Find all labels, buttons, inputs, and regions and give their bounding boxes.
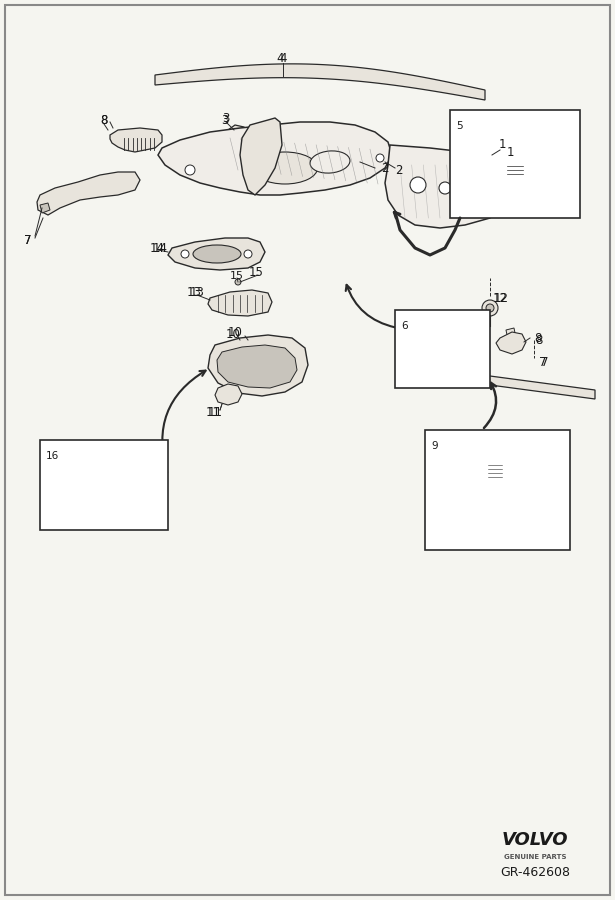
Text: 12: 12 xyxy=(493,292,509,305)
Text: 2: 2 xyxy=(381,161,389,175)
Text: 7: 7 xyxy=(24,233,32,247)
Text: 12: 12 xyxy=(493,292,507,304)
Polygon shape xyxy=(208,290,272,316)
Text: 8: 8 xyxy=(535,334,542,346)
Circle shape xyxy=(87,464,119,496)
Ellipse shape xyxy=(479,448,511,458)
Text: 15: 15 xyxy=(248,266,263,280)
Text: 7: 7 xyxy=(539,356,547,368)
Text: 13: 13 xyxy=(186,286,202,300)
Ellipse shape xyxy=(507,139,523,146)
Polygon shape xyxy=(484,476,506,492)
Polygon shape xyxy=(226,125,248,146)
Text: 8: 8 xyxy=(100,113,108,127)
Polygon shape xyxy=(37,172,140,215)
Polygon shape xyxy=(426,356,438,372)
FancyBboxPatch shape xyxy=(425,430,570,550)
Text: 8: 8 xyxy=(534,331,542,345)
Circle shape xyxy=(376,154,384,162)
Circle shape xyxy=(181,250,189,258)
FancyBboxPatch shape xyxy=(395,310,490,388)
Ellipse shape xyxy=(193,245,241,263)
Text: 1: 1 xyxy=(498,139,506,151)
Text: 14: 14 xyxy=(153,241,167,255)
Text: 5: 5 xyxy=(456,121,462,131)
Text: 10: 10 xyxy=(228,326,242,338)
Polygon shape xyxy=(486,460,504,478)
Text: 10: 10 xyxy=(226,328,240,340)
Ellipse shape xyxy=(269,362,287,374)
Ellipse shape xyxy=(488,450,502,456)
Text: 3: 3 xyxy=(221,113,229,127)
Polygon shape xyxy=(496,332,526,354)
Polygon shape xyxy=(422,370,442,382)
Polygon shape xyxy=(215,384,242,405)
Text: 15: 15 xyxy=(230,271,244,281)
Circle shape xyxy=(482,300,498,316)
Polygon shape xyxy=(217,345,297,388)
FancyBboxPatch shape xyxy=(5,5,610,895)
Text: 4: 4 xyxy=(276,51,284,65)
Polygon shape xyxy=(482,490,508,508)
Circle shape xyxy=(471,188,485,202)
Text: 11: 11 xyxy=(207,406,223,419)
Ellipse shape xyxy=(497,135,533,149)
Ellipse shape xyxy=(310,151,350,173)
Circle shape xyxy=(485,203,495,213)
Ellipse shape xyxy=(488,131,542,153)
Ellipse shape xyxy=(467,444,523,462)
Circle shape xyxy=(95,472,111,488)
Polygon shape xyxy=(510,176,520,192)
Text: GR-462608: GR-462608 xyxy=(500,867,570,879)
FancyBboxPatch shape xyxy=(40,440,168,530)
Text: 2: 2 xyxy=(395,164,403,176)
Text: 13: 13 xyxy=(189,285,204,299)
Polygon shape xyxy=(506,328,516,340)
Circle shape xyxy=(414,322,450,358)
Text: 7: 7 xyxy=(541,356,549,368)
Circle shape xyxy=(439,182,451,194)
Circle shape xyxy=(410,177,426,193)
Text: 6: 6 xyxy=(401,321,408,331)
Polygon shape xyxy=(158,122,392,195)
Text: 1: 1 xyxy=(506,146,514,158)
Text: 8: 8 xyxy=(100,113,108,127)
Circle shape xyxy=(244,250,252,258)
Text: 9: 9 xyxy=(431,441,438,451)
Polygon shape xyxy=(385,145,515,228)
Polygon shape xyxy=(430,368,595,399)
Ellipse shape xyxy=(253,152,317,184)
Text: 14: 14 xyxy=(149,241,164,255)
Polygon shape xyxy=(208,335,308,396)
Circle shape xyxy=(486,304,494,312)
Ellipse shape xyxy=(237,361,259,375)
Circle shape xyxy=(427,335,437,345)
Text: GENUINE PARTS: GENUINE PARTS xyxy=(504,854,566,860)
Polygon shape xyxy=(168,238,265,270)
Text: 16: 16 xyxy=(46,451,59,461)
Circle shape xyxy=(235,279,241,285)
Text: VOLVO: VOLVO xyxy=(502,831,568,849)
Circle shape xyxy=(79,456,127,504)
Polygon shape xyxy=(40,203,50,213)
Circle shape xyxy=(185,165,195,175)
Text: 4: 4 xyxy=(279,51,287,65)
Polygon shape xyxy=(240,118,282,195)
Polygon shape xyxy=(155,64,485,100)
Polygon shape xyxy=(505,146,525,178)
FancyBboxPatch shape xyxy=(450,110,580,218)
Text: 11: 11 xyxy=(205,407,221,419)
Text: 3: 3 xyxy=(222,112,229,124)
Text: 7: 7 xyxy=(24,233,32,247)
Circle shape xyxy=(422,330,442,350)
Polygon shape xyxy=(110,128,162,152)
